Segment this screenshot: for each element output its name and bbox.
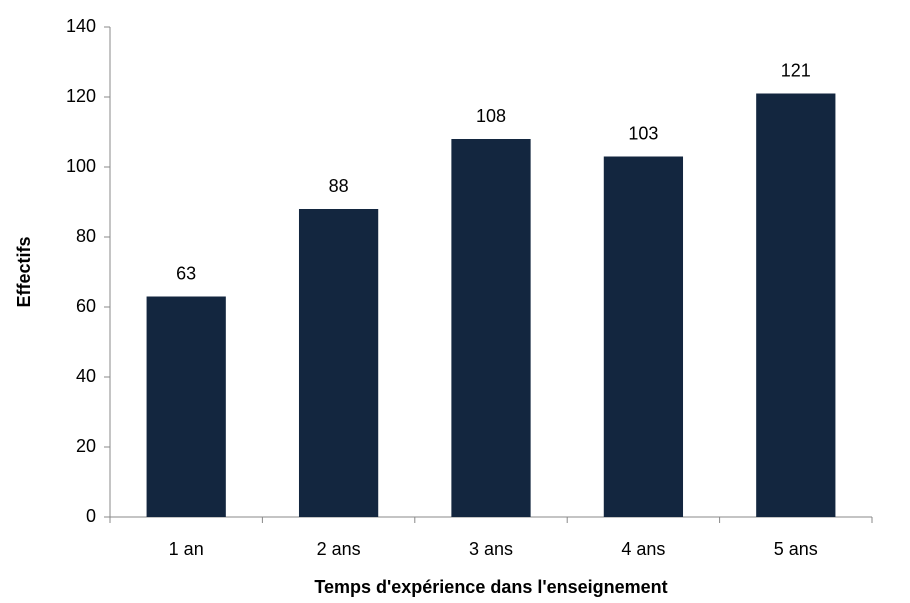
data-label: 88 <box>329 176 349 196</box>
bar <box>451 139 531 517</box>
y-tick-label: 60 <box>76 296 96 316</box>
y-tick-label: 140 <box>66 16 96 36</box>
y-tick-label: 120 <box>66 86 96 106</box>
x-tick-label: 4 ans <box>621 539 665 559</box>
y-tick-label: 100 <box>66 156 96 176</box>
data-label: 121 <box>781 60 811 80</box>
x-tick-label: 3 ans <box>469 539 513 559</box>
bar <box>756 93 836 517</box>
y-tick-label: 40 <box>76 366 96 386</box>
x-tick-label: 2 ans <box>317 539 361 559</box>
x-tick-label: 1 an <box>169 539 204 559</box>
y-axis-label: Effectifs <box>14 236 34 307</box>
data-label: 108 <box>476 106 506 126</box>
y-tick-label: 20 <box>76 436 96 456</box>
y-tick-label: 0 <box>86 506 96 526</box>
x-axis-label: Temps d'expérience dans l'enseignement <box>314 577 667 597</box>
x-tick-label: 5 ans <box>774 539 818 559</box>
y-tick-label: 80 <box>76 226 96 246</box>
data-label: 63 <box>176 263 196 283</box>
bar <box>603 156 684 517</box>
bar <box>146 296 226 517</box>
data-label: 103 <box>628 123 658 143</box>
bar <box>298 209 379 517</box>
